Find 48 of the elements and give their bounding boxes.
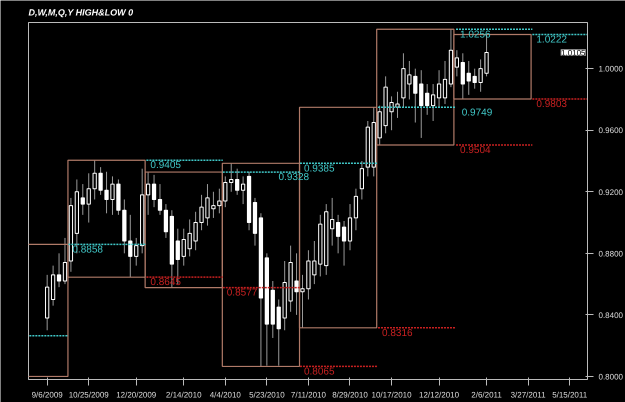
candlestick [104,171,109,214]
x-tick-label: 5/23/2010 [249,390,286,400]
annotation: 0.9504 [460,144,492,156]
candlestick [342,220,346,266]
candlestick [211,191,216,218]
y-tick-label: 0.9600 [598,126,624,136]
annotation: 0.8577 [226,288,258,299]
annotation: 0.9803 [536,98,568,110]
y-tick-label: 0.9200 [598,188,624,197]
candlestick [199,194,204,231]
y-tick-label: 0.8800 [598,249,624,258]
x-tick-label: 5/15/2011 [552,390,588,400]
candlestick [360,160,364,200]
x-tick-label: 8/29/2010 [332,390,368,400]
candlestick [300,274,305,328]
x-tick-label: 10/17/2010 [372,390,412,400]
x-tick-label: 4/4/2010 [210,390,242,400]
annotation: 0.9749 [462,107,493,118]
annotation: 0.9405 [150,160,182,172]
x-tick-label: 12/20/2009 [116,390,157,400]
x-tick-label: 2/14/2010 [166,390,202,400]
candlestick [62,237,68,285]
x-tick-label: 2/6/2011 [471,390,502,400]
candlestick [442,60,448,105]
y-tick-label: 1.0000 [598,64,624,74]
annotation: 0.8065 [304,366,335,378]
annotation: 1.0105 [561,48,586,58]
candlestick [223,176,228,208]
candlestick [110,176,115,216]
y-tick-label: 0.8400 [598,310,624,320]
x-tick-label: 7/11/2010 [290,390,326,400]
candlestick [205,184,210,226]
x-tick-label: 10/25/2009 [68,390,110,400]
chart-title: D,W,M,Q,Y HIGH&LOW 0 [28,8,134,18]
candlestick [56,252,62,288]
x-tick-label: 12/12/2010 [419,390,460,400]
x-tick-label: 3/27/2011 [510,390,546,400]
candlestick [348,204,352,251]
candlestick [217,188,222,214]
annotation: 0.8316 [382,328,414,339]
y-tick-label: 0.8000 [598,372,624,382]
annotation: 0.9385 [304,163,335,174]
x-tick-label: 9/6/2009 [32,390,64,400]
candlestick [354,188,358,231]
candlestick [158,184,162,216]
candlestick [152,174,156,208]
candlestick [146,172,150,216]
annotation: 1.0222 [536,34,568,46]
